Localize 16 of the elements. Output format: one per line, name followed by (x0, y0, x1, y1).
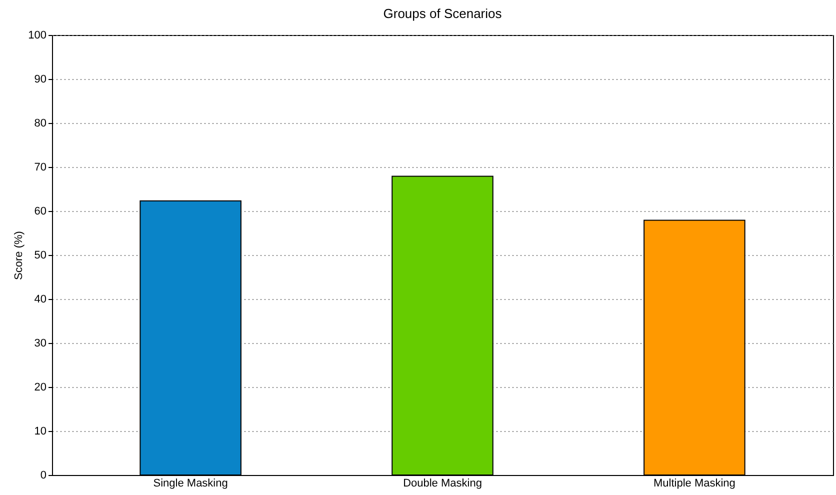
y-tick-label: 30 (34, 338, 46, 350)
chart-title: Groups of Scenarios (383, 6, 502, 21)
y-tick-label: 100 (28, 30, 46, 42)
y-axis-title: Score (%) (13, 231, 26, 280)
y-tick-label: 70 (34, 162, 46, 174)
y-tick-label: 60 (34, 206, 46, 218)
y-tick-label: 40 (34, 294, 46, 306)
x-tick-label: Multiple Masking (653, 478, 736, 490)
x-tick-label: Double Masking (403, 478, 482, 490)
y-tick-label: 0 (40, 470, 46, 482)
y-tick-label: 90 (34, 74, 46, 86)
y-tick-label: 20 (34, 382, 46, 394)
y-tick-label: 50 (34, 250, 46, 262)
y-tick-label: 10 (34, 426, 46, 438)
x-tick-label: Single Masking (153, 478, 228, 490)
y-tick-label: 80 (34, 118, 46, 130)
